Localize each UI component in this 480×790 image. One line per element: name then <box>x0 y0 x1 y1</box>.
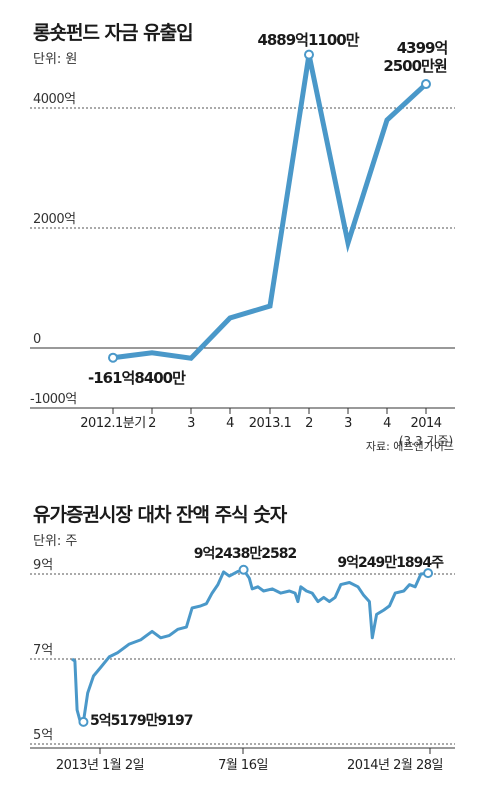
x-tick-label: 3 <box>344 416 352 431</box>
y-tick-label: 4000억 <box>33 92 76 107</box>
y-tick-label: -1000억 <box>30 392 77 407</box>
data-point-marker <box>108 352 118 363</box>
data-label: 4399억 <box>397 39 448 57</box>
chart-title: 롱숏펀드 자금 유출입 <box>33 22 194 44</box>
fund-flow-chart-panel: 롱숏펀드 자금 유출입 단위: 원 4000억 2000억 0 -1000억 2012.… <box>30 22 455 453</box>
series-line <box>71 568 429 725</box>
x-tick-label: 2 <box>148 416 156 431</box>
data-point-marker <box>304 49 314 60</box>
x-tick-label: 4 <box>226 416 234 431</box>
x-tick-label: 2014 <box>410 416 441 431</box>
x-tick-label: 2013.1 <box>249 416 292 431</box>
source-label: 자료: 에프앤가이드 <box>365 440 454 453</box>
data-label: 9억2438만2582 <box>194 546 297 562</box>
chart-title: 유가증권시장 대차 잔액 주식 숫자 <box>33 504 287 526</box>
x-tick-label: 3 <box>187 416 195 431</box>
data-point-marker <box>421 79 431 90</box>
x-tick-label: 4 <box>383 416 391 431</box>
y-tick-label: 7억 <box>33 643 53 658</box>
x-tick-label: 7월 16일 <box>218 758 268 773</box>
data-label: 2500만원 <box>383 57 447 75</box>
x-tick-note: (3.3 기준) <box>399 434 453 448</box>
data-point-marker <box>78 716 89 727</box>
data-label: 9억249만1894주 <box>337 555 444 571</box>
series-line <box>112 54 428 361</box>
y-tick-label: 0 <box>33 332 41 347</box>
x-tick-label: 2012.1분기 <box>80 416 145 431</box>
y-tick-label: 5억 <box>33 728 53 743</box>
unit-label: 단위: 원 <box>33 52 78 67</box>
x-tick-label: 2014년 2월 28일 <box>347 758 443 773</box>
unit-label: 단위: 주 <box>33 534 78 549</box>
data-label: 4889억1100만 <box>257 31 359 49</box>
data-point-marker <box>238 564 249 575</box>
x-tick-label: 2013년 1월 2일 <box>56 758 144 773</box>
y-tick-label: 2000억 <box>33 212 76 227</box>
x-tick-label: 2 <box>305 416 313 431</box>
data-label: 5억5179만9197 <box>90 713 193 729</box>
y-tick-label: 9억 <box>33 558 53 573</box>
stock-lending-chart-panel: 유가증권시장 대차 잔액 주식 숫자 단위: 주 9억 7억 5억 2013년 1월 … <box>0 490 480 790</box>
data-label: -161억8400만 <box>88 369 186 387</box>
data-point-marker <box>423 568 434 579</box>
